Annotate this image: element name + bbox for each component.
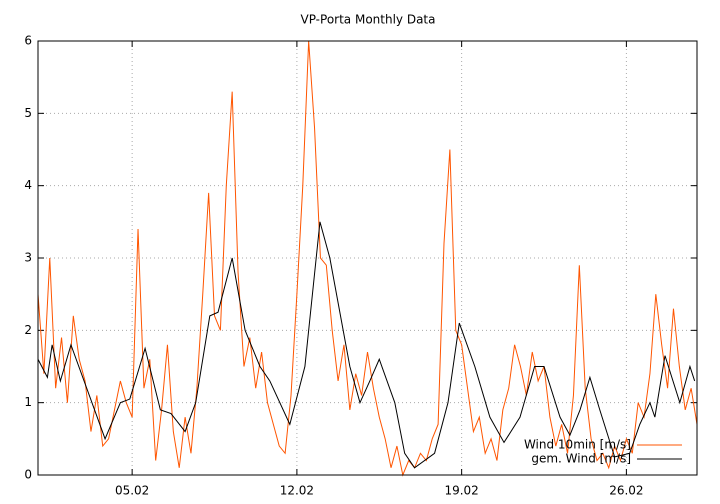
y-tick-label: 3 (24, 251, 32, 265)
legend-label: Wind 10min [m/s] (524, 438, 631, 452)
legend-label: gem. Wind [m/s] (531, 452, 631, 466)
y-tick-label: 0 (24, 468, 32, 482)
plot-border (37, 40, 698, 476)
x-tick-label: 12.02 (280, 484, 314, 498)
y-tick-label: 4 (24, 178, 32, 192)
y-tick-label: 1 (24, 395, 32, 409)
data-line (37, 221, 696, 469)
x-tick-label: 19.02 (444, 484, 478, 498)
x-tick-label: 05.02 (115, 484, 149, 498)
data-line (37, 40, 698, 477)
chart-title: VP-Porta Monthly Data (301, 13, 436, 27)
y-tick-label: 2 (24, 323, 32, 337)
y-tick-label: 5 (24, 106, 32, 120)
x-tick-label: 26.02 (609, 484, 643, 498)
y-tick-label: 6 (24, 34, 32, 48)
